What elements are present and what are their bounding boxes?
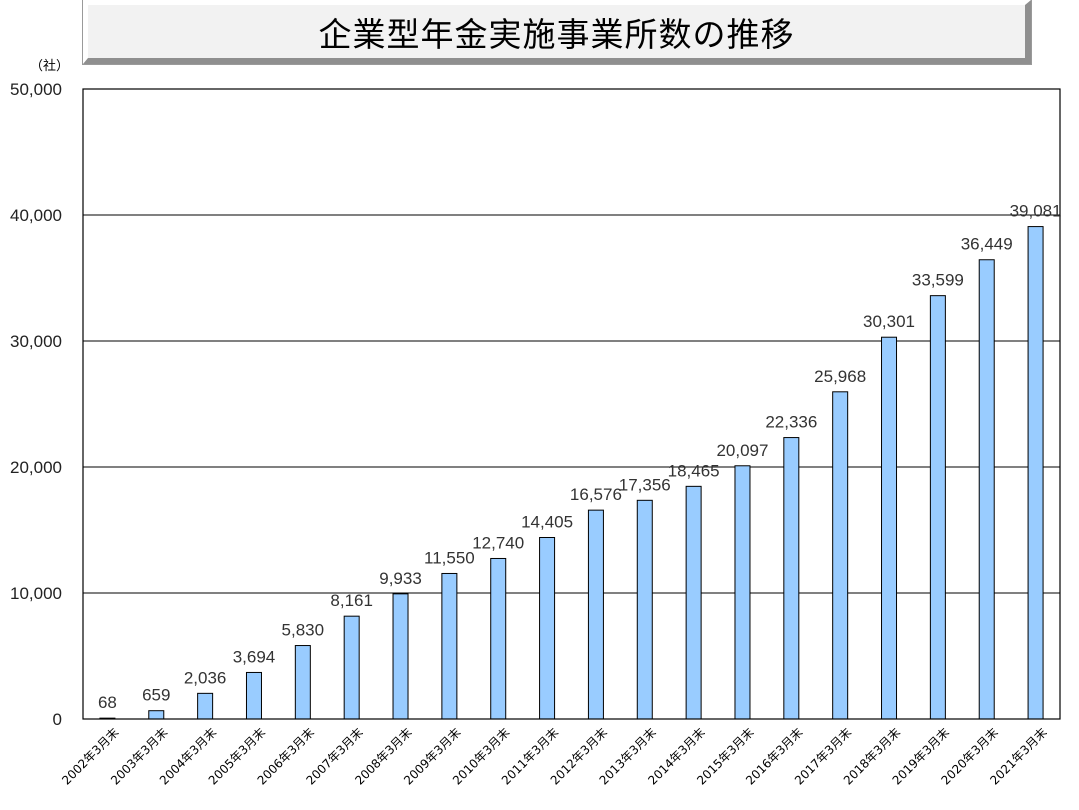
data-label: 2,036 [184, 668, 227, 687]
bar [441, 572, 458, 720]
data-label: 17,356 [619, 475, 671, 494]
bar [685, 485, 702, 720]
y-axis-unit-label: （社） [30, 59, 70, 74]
bar [929, 295, 946, 720]
data-label: 39,081 [1010, 202, 1062, 221]
bar [881, 336, 898, 720]
bar [832, 391, 849, 720]
data-label: 14,405 [521, 512, 573, 531]
data-label: 18,465 [668, 461, 720, 480]
y-tick-label: 40,000 [10, 206, 62, 225]
chart-title-box: 企業型年金実施事業所数の推移 [82, 0, 1032, 65]
data-label: 68 [98, 693, 117, 712]
bar [1027, 226, 1044, 720]
data-label: 8,161 [330, 591, 373, 610]
bar [245, 671, 262, 720]
chart-title: 企業型年金実施事業所数の推移 [318, 14, 795, 54]
bar [490, 557, 507, 720]
bar [587, 509, 604, 720]
data-label: 33,599 [912, 271, 964, 290]
bar [294, 645, 311, 720]
y-tick-label: 50,000 [10, 80, 62, 99]
bar [148, 710, 165, 720]
bar [978, 259, 995, 720]
bar [343, 615, 360, 720]
bars [99, 226, 1044, 720]
data-label: 22,336 [765, 413, 817, 432]
bar [636, 499, 653, 720]
data-label: 16,576 [570, 485, 622, 504]
data-label: 20,097 [716, 441, 768, 460]
y-tick-label: 10,000 [10, 584, 62, 603]
plot-frame [82, 88, 1061, 720]
y-tick-label: 20,000 [10, 458, 62, 477]
data-label: 36,449 [961, 235, 1013, 254]
gridlines [83, 214, 1060, 594]
bar [539, 536, 556, 720]
data-label: 659 [142, 686, 170, 705]
bar [783, 437, 800, 720]
bar [392, 593, 409, 720]
bar [734, 465, 751, 720]
data-label: 5,830 [282, 621, 325, 640]
data-label: 9,933 [379, 569, 422, 588]
data-label: 30,301 [863, 312, 915, 331]
x-axis-labels: 2002年3月末2003年3月末2004年3月末2005年3月末2006年3月末… [59, 725, 1050, 787]
plot-area-border [82, 88, 1061, 720]
data-label: 12,740 [472, 533, 524, 552]
y-tick-label: 30,000 [10, 332, 62, 351]
bar [197, 692, 214, 720]
data-label: 11,550 [424, 548, 475, 567]
data-label: 3,694 [233, 647, 276, 666]
y-axis-ticks: 0 10,000 20,000 30,000 40,000 50,000 [10, 80, 62, 729]
data-labels: 68 659 2,036 3,694 5,830 8,161 9,93311,55012,7… [98, 202, 1062, 713]
y-tick-label: 0 [53, 710, 62, 729]
data-label: 25,968 [814, 367, 866, 386]
